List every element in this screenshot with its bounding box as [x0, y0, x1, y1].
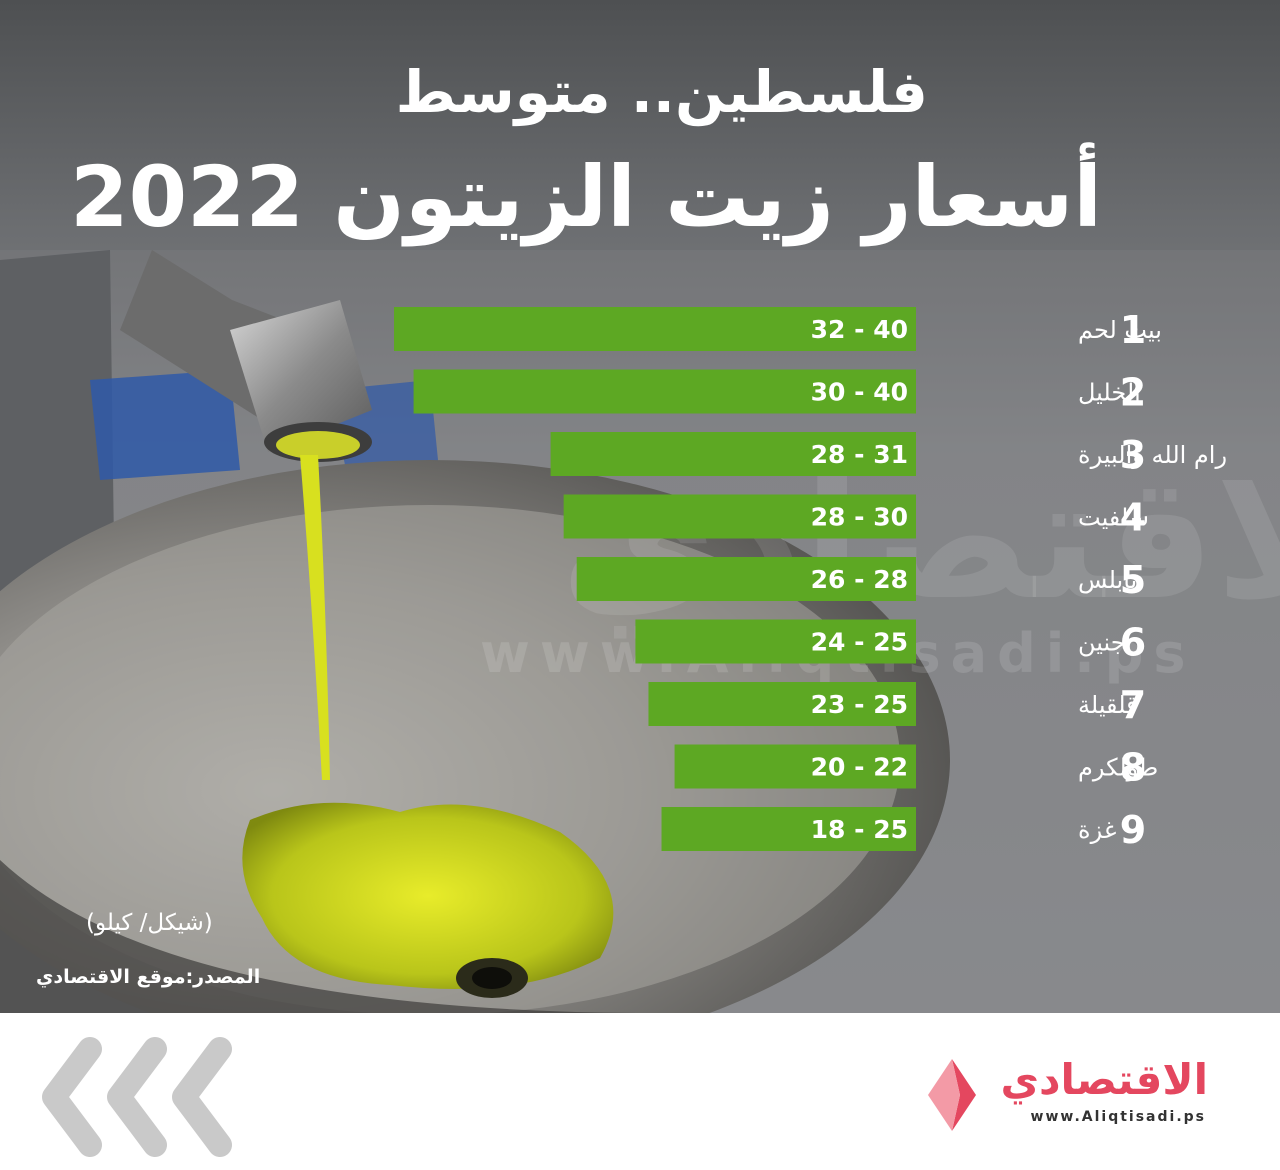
bar-value-label-8: 20 - 22 [811, 753, 908, 782]
bar-value-label-9: 18 - 25 [811, 815, 908, 844]
city-label-9: غزة [1078, 816, 1116, 844]
bar-value-label-2: 30 - 40 [811, 378, 908, 407]
bar-value-label-5: 26 - 28 [811, 565, 908, 594]
city-label-2: الخليل [1078, 379, 1141, 407]
bar-4 [563, 494, 916, 539]
bar-3 [550, 432, 916, 476]
brand-name: الاقتصادي [1000, 1055, 1208, 1104]
brand-url: www.Aliqtisadi.ps [1030, 1109, 1206, 1125]
city-label-6: جنين [1078, 629, 1126, 657]
bar-5 [576, 557, 916, 601]
rank-number-8: 8 [1120, 746, 1146, 790]
brand-logo[interactable]: الاقتصادي www.Aliqtisadi.ps [908, 1055, 1208, 1145]
unit-note: (شيكل/ كيلو) [86, 910, 213, 936]
hero-background: فلسطين.. متوسط أسعار زيت الزيتون 2022 ال… [0, 0, 1280, 1013]
bar-value-label-6: 24 - 25 [811, 628, 908, 657]
rank-number-5: 5 [1120, 558, 1146, 602]
city-label-7: قلقيلة [1078, 691, 1138, 719]
title-line-1: فلسطين.. متوسط [395, 58, 928, 126]
bar-value-label-3: 28 - 31 [811, 440, 908, 469]
bar-7 [648, 682, 916, 726]
rank-number-2: 2 [1120, 371, 1146, 415]
city-label-1: بيت لحم [1078, 316, 1162, 344]
brand-logo-icon [928, 1059, 976, 1131]
rank-number-6: 6 [1120, 621, 1146, 665]
city-label-3: رام الله والبيرة [1078, 441, 1227, 469]
bar-value-label-7: 23 - 25 [811, 690, 908, 719]
bar-1 [394, 307, 916, 351]
source-note: المصدر:موقع الاقتصادي [36, 966, 261, 988]
rank-number-4: 4 [1120, 496, 1146, 540]
city-label-5: نابلس [1078, 566, 1137, 594]
bar-2 [413, 369, 916, 414]
chevron-left-icon [42, 1037, 232, 1157]
footer: الاقتصادي www.Aliqtisadi.ps [0, 1013, 1280, 1170]
bar-value-label-1: 32 - 40 [811, 315, 908, 344]
bar-value-label-4: 28 - 30 [811, 503, 908, 532]
rank-number-7: 7 [1120, 683, 1146, 727]
city-label-8: طولكرم [1078, 754, 1158, 782]
rank-number-3: 3 [1120, 433, 1146, 477]
city-label-4: سلفيت [1078, 504, 1149, 532]
rank-number-9: 9 [1120, 808, 1146, 852]
bar-8 [674, 744, 916, 789]
title-line-2: أسعار زيت الزيتون 2022 [70, 148, 1102, 246]
bar-9 [661, 807, 916, 851]
rank-number-1: 1 [1120, 308, 1146, 352]
bar-6 [635, 619, 916, 664]
